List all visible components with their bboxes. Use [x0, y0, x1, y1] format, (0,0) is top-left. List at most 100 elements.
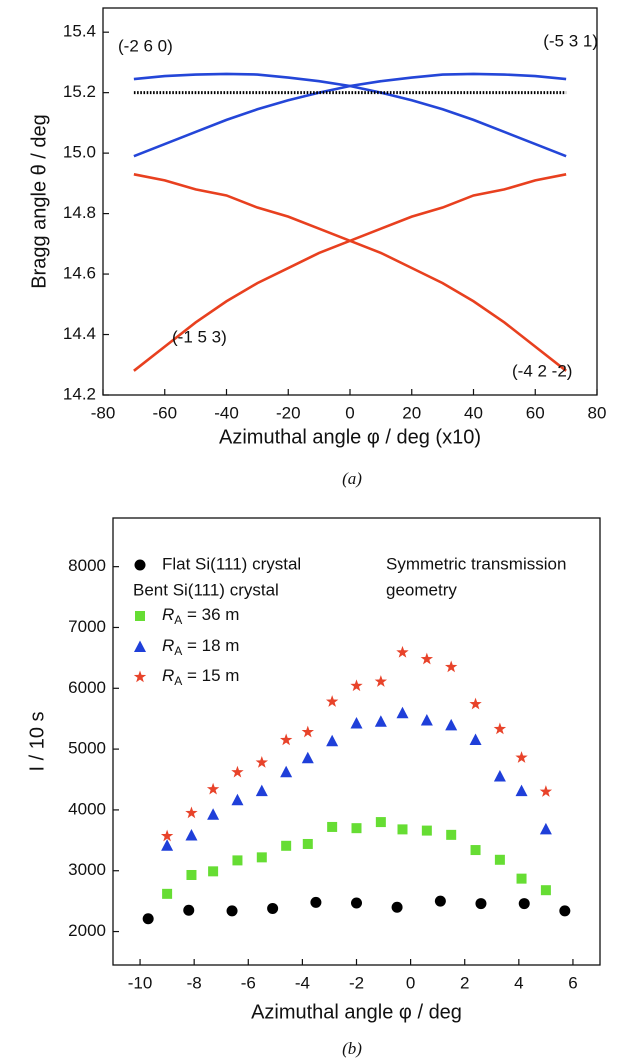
legend-marker	[135, 611, 145, 621]
curve-label: (-5 3 1)	[543, 31, 598, 50]
y-tick-label: 2000	[68, 921, 106, 940]
point	[279, 733, 293, 746]
point	[397, 824, 408, 835]
x-tick-label: 2	[460, 973, 469, 992]
point	[374, 715, 387, 727]
point	[267, 902, 279, 914]
x-tick-label: -60	[152, 403, 177, 422]
point	[160, 829, 174, 842]
annotation: geometry	[386, 580, 457, 599]
x-tick-label: 6	[568, 973, 577, 992]
x-tick-label: -20	[276, 403, 301, 422]
point	[310, 896, 322, 908]
point	[475, 898, 487, 910]
legend-marker	[133, 670, 147, 683]
point	[206, 782, 220, 795]
point	[255, 784, 268, 797]
y-axis-title: I / 10 s	[26, 711, 48, 771]
point	[494, 854, 505, 865]
point	[185, 828, 198, 841]
y-tick-label: 7000	[68, 617, 106, 636]
point	[302, 838, 313, 849]
point	[559, 905, 571, 917]
y-tick-label: 4000	[68, 799, 106, 818]
x-tick-label: 40	[464, 403, 483, 422]
curve-label: (-2 6 0)	[118, 36, 173, 55]
point	[539, 822, 552, 835]
x-tick-label: 60	[526, 403, 545, 422]
x-tick-label: -6	[241, 973, 256, 992]
point	[493, 769, 506, 782]
x-tick-label: 0	[345, 403, 354, 422]
point	[256, 852, 267, 863]
point	[469, 733, 482, 745]
point	[142, 913, 154, 925]
point	[351, 823, 362, 834]
point	[540, 885, 551, 896]
legend-marker	[134, 640, 146, 652]
point	[301, 751, 314, 764]
point	[255, 755, 268, 768]
x-tick-label: 80	[588, 403, 607, 422]
point	[185, 806, 198, 819]
point	[539, 785, 553, 797]
x-tick-label: -4	[295, 973, 310, 992]
point	[493, 722, 507, 735]
point	[515, 784, 528, 797]
point	[281, 840, 292, 851]
point	[516, 873, 527, 884]
series-line	[133, 173, 567, 372]
y-tick-label: 3000	[68, 860, 106, 879]
y-tick-label: 14.4	[63, 324, 96, 343]
point	[396, 706, 409, 719]
curve-label: (-1 5 3)	[172, 327, 227, 346]
caption: (b)	[342, 1039, 362, 1058]
point	[420, 714, 433, 726]
y-axis-title: Bragg angle θ / deg	[28, 114, 50, 289]
point	[207, 808, 220, 820]
x-tick-label: 20	[402, 403, 421, 422]
y-tick-label: 14.2	[63, 384, 96, 403]
x-axis-title: Azimuthal angle φ / deg	[251, 1001, 462, 1023]
legend-label: RA = 15 m	[162, 666, 239, 688]
point	[301, 725, 314, 738]
point	[208, 866, 219, 877]
point	[161, 839, 174, 851]
point	[350, 679, 363, 692]
legend-marker	[134, 559, 146, 571]
point	[421, 825, 432, 836]
point	[350, 717, 363, 729]
point	[391, 901, 403, 913]
x-tick-label: 0	[406, 973, 415, 992]
point	[226, 905, 238, 917]
point	[351, 897, 362, 909]
x-tick-label: -80	[91, 403, 116, 422]
x-tick-label: -40	[214, 403, 239, 422]
point	[325, 695, 339, 707]
y-tick-label: 15.2	[63, 82, 96, 101]
legend-label: Flat Si(111) crystal	[162, 554, 301, 573]
caption: (a)	[342, 469, 362, 488]
series-line	[133, 72, 567, 158]
point	[445, 718, 458, 731]
legend-label: RA = 18 m	[162, 636, 239, 658]
annotation: Symmetric transmission	[386, 554, 566, 573]
y-tick-label: 15.4	[63, 22, 96, 41]
legend-label: RA = 36 m	[162, 605, 239, 627]
point	[469, 697, 482, 710]
point	[446, 829, 457, 840]
y-tick-label: 5000	[68, 739, 106, 758]
point	[326, 734, 339, 747]
point	[232, 855, 243, 866]
y-tick-label: 15.0	[63, 143, 96, 162]
point	[231, 765, 244, 778]
point	[327, 821, 338, 832]
point	[420, 652, 434, 665]
point	[445, 660, 458, 673]
point	[231, 793, 244, 806]
legend-heading: Bent Si(111) crystal	[133, 580, 279, 599]
curve-label: (-4 2 -2)	[512, 361, 572, 380]
y-tick-label: 8000	[68, 556, 106, 575]
